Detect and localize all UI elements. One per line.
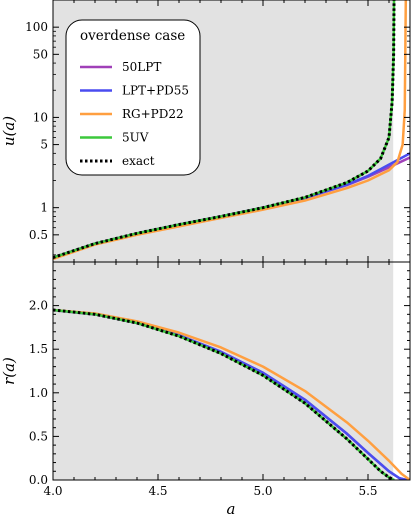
legend-entries: 50LPT LPT+PD55 RG+PD22 5UV exact [80, 60, 189, 168]
bottom-plot-frame [52, 261, 411, 481]
top-y-tick-label: 0.5 [29, 228, 48, 242]
bottom-panel: 0.0 0.5 1.0 1.5 2.0 4.0 4.5 5.0 5.5 r(a) a [0, 261, 411, 518]
x-tick-label: 5.0 [253, 484, 272, 498]
bottom-series-exact [53, 308, 395, 480]
top-y-tick-label: 100 [25, 20, 48, 34]
top-y-ticks: 0.5 1 5 10 50 100 [25, 0, 410, 256]
x-tick-label: 4.5 [148, 484, 167, 498]
legend-label-lpt-pd55: LPT+PD55 [122, 84, 189, 98]
bottom-y-tick-label: 0.5 [29, 429, 48, 443]
top-series-rg-pd22 [53, 0, 408, 261]
x-tick-label: 5.5 [358, 484, 377, 498]
bottom-x-ticks: 4.0 4.5 5.0 5.5 [43, 262, 411, 498]
bottom-y-tick-label: 0.0 [29, 473, 48, 487]
bottom-series-group [53, 308, 410, 480]
bottom-y-tick-label: 2.0 [29, 299, 48, 313]
top-y-axis-label: u(a) [0, 116, 18, 146]
top-y-tick-label: 5 [40, 138, 48, 152]
bottom-y-axis-label: r(a) [0, 357, 18, 385]
top-series-group [53, 0, 410, 261]
legend-label-rg-pd22: RG+PD22 [122, 107, 184, 121]
bottom-y-tick-label: 1.5 [29, 342, 48, 356]
legend-label-exact: exact [122, 154, 155, 168]
bottom-y-tick-label: 1.0 [29, 386, 48, 400]
top-y-tick-label: 10 [33, 110, 48, 124]
bottom-shaded-region [53, 262, 394, 480]
top-series-exact [53, 0, 396, 259]
top-panel: 0.5 1 5 10 50 100 u(a) [0, 0, 411, 263]
bottom-series-rg-pd22 [53, 308, 410, 480]
legend-title: overdense case [80, 28, 185, 44]
legend: overdense case 50LPT LPT+PD55 RG+PD22 5UV ex… [65, 19, 201, 176]
top-y-tick-label: 1 [40, 201, 48, 215]
top-y-tick-label: 50 [33, 47, 48, 61]
x-tick-label: 4.0 [43, 484, 62, 498]
legend-label-50lpt: 50LPT [122, 60, 161, 74]
legend-label-5uv: 5UV [122, 131, 149, 145]
x-axis-label: a [227, 500, 236, 518]
